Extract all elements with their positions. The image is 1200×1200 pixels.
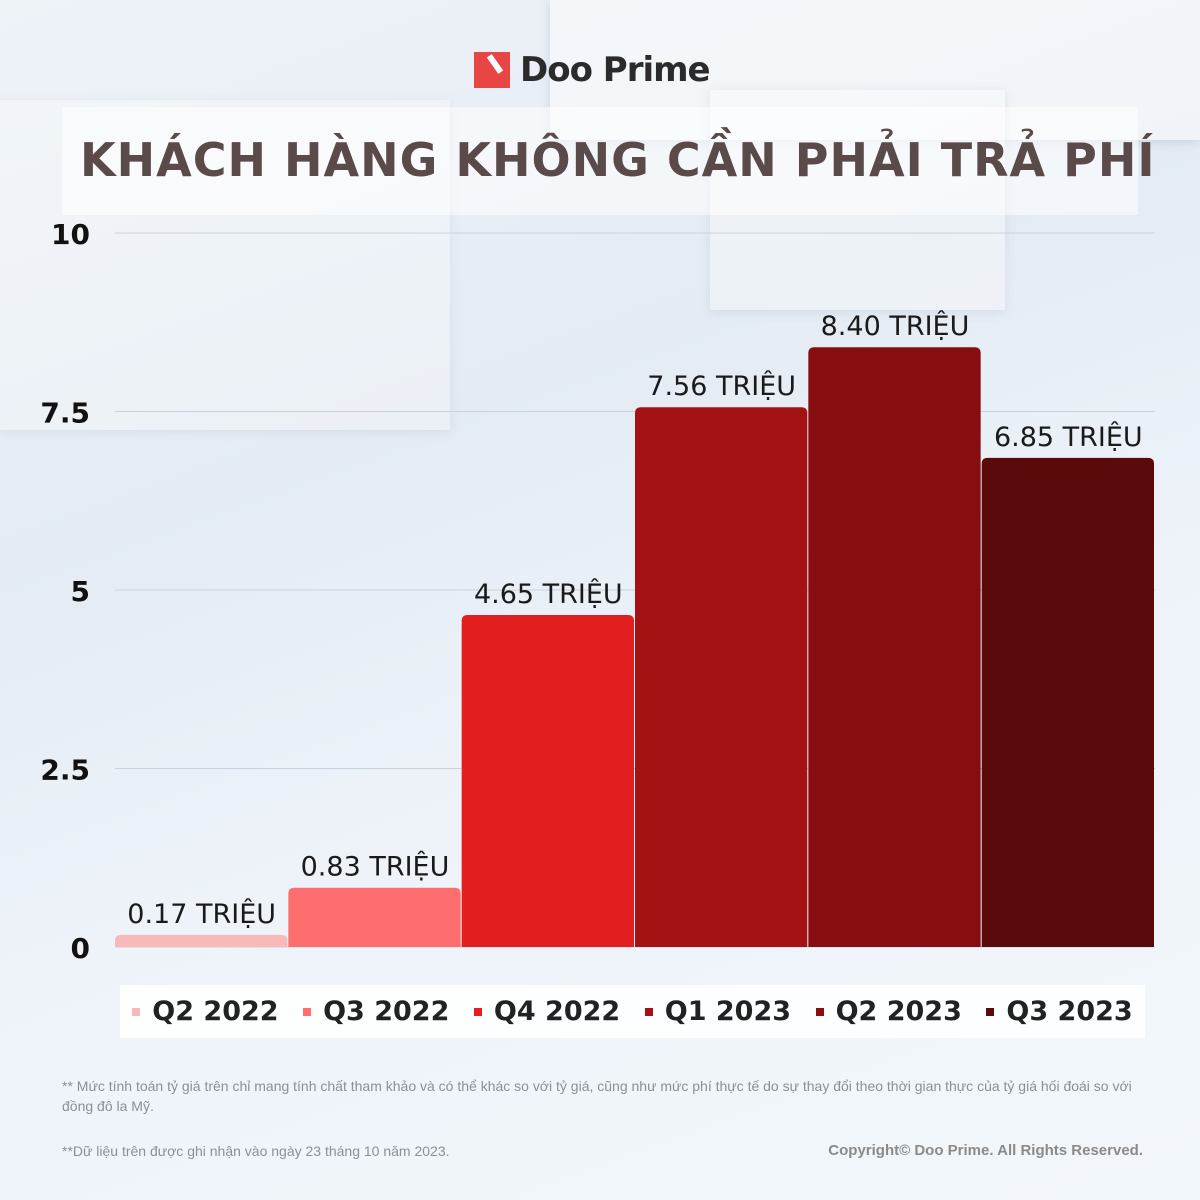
chart-title: KHÁCH HÀNG KHÔNG CẦN PHẢI TRẢ PHÍ: [80, 133, 1156, 187]
legend-label: Q2 2022: [152, 996, 279, 1027]
disclaimer-note: ** Mức tính toán tỷ giá trên chỉ mang tí…: [62, 1078, 1132, 1114]
date-note: **Dữ liệu trên được ghi nhận vào ngày 23…: [62, 1143, 450, 1159]
legend-item: Q2 2022: [132, 996, 279, 1027]
y-tick-label: 10: [51, 218, 90, 251]
data-label: 0.83 TRIỆU: [301, 851, 450, 883]
y-tick-label: 7.5: [40, 397, 90, 430]
legend-item: Q1 2023: [644, 996, 792, 1027]
title-box: [62, 107, 1138, 215]
y-tick-label: 5: [71, 575, 90, 608]
bar-chart: 0 2.5 5 7.5 10 0.17 TRIỆU 0.83 TRIỆU 4.65 TRIỆU…: [40, 218, 1155, 965]
data-label: 0.17 TRIỆU: [127, 898, 276, 930]
legend-swatch: [986, 1007, 995, 1016]
legend-item: Q4 2022: [473, 996, 621, 1027]
bar: [981, 457, 1154, 947]
legend-item: Q3 2022: [303, 996, 449, 1027]
logo-icon: [474, 52, 510, 88]
legend-label: Q2 2023: [835, 996, 962, 1027]
legend-swatch: [815, 1007, 824, 1016]
legend-label: Q3 2022: [323, 996, 450, 1027]
y-tick-label: 0: [71, 932, 90, 965]
legend-swatch: [644, 1007, 653, 1016]
bar: [288, 887, 461, 947]
legend-item: Q2 2023: [815, 996, 962, 1027]
copyright: Copyright© Doo Prime. All Rights Reserve…: [828, 1142, 1143, 1159]
bar: [115, 934, 288, 947]
data-label: 6.85 TRIỆU: [994, 421, 1143, 453]
legend-swatch: [303, 1007, 312, 1016]
legend-swatch: [132, 1007, 141, 1016]
data-label: 8.40 TRIỆU: [821, 310, 970, 342]
bar: [808, 347, 981, 947]
legend-label: Q4 2022: [493, 996, 621, 1027]
bar: [635, 407, 808, 947]
brand-logo: Doo Prime: [474, 50, 711, 90]
data-label: 4.65 TRIỆU: [474, 578, 623, 610]
y-tick-label: 2.5: [40, 754, 90, 787]
data-label: 7.56 TRIỆU: [647, 370, 796, 402]
legend-item: Q3 2023: [986, 996, 1133, 1027]
legend-label: Q3 2023: [1006, 996, 1133, 1027]
legend: Q2 2022 Q3 2022 Q4 2022 Q1 2023 Q2 2023 Q3 20…: [120, 985, 1145, 1038]
legend-label: Q1 2023: [664, 996, 792, 1027]
bar: [461, 614, 634, 947]
brand-name: Doo Prime: [520, 50, 711, 90]
legend-swatch: [473, 1007, 482, 1016]
